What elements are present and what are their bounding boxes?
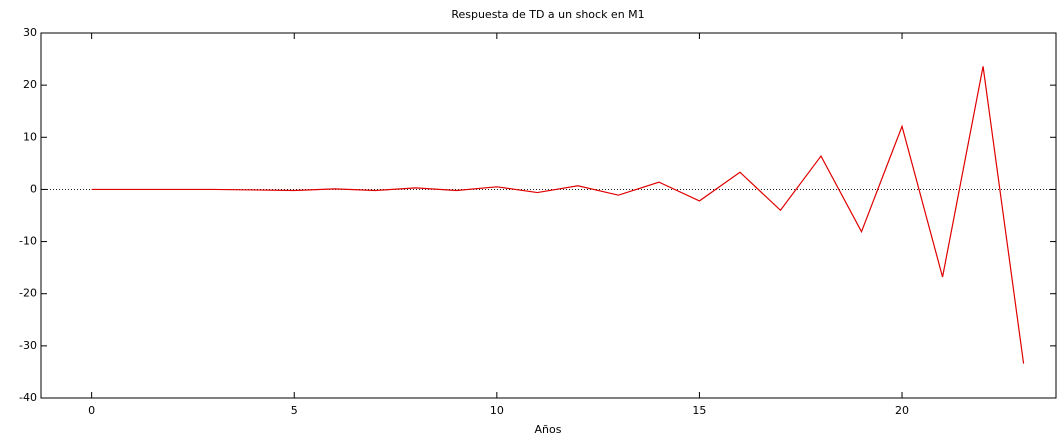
x-tick-label: 20 bbox=[895, 404, 909, 417]
y-tick-label: 30 bbox=[23, 26, 37, 39]
plot-frame bbox=[40, 32, 1057, 399]
y-tick-label: 10 bbox=[23, 130, 37, 143]
chart-title: Respuesta de TD a un shock en M1 bbox=[451, 8, 644, 21]
y-tick-label: -40 bbox=[19, 391, 37, 404]
y-tick-label: -30 bbox=[19, 339, 37, 352]
y-tick-label: 0 bbox=[30, 182, 37, 195]
x-tick-label: 0 bbox=[88, 404, 95, 417]
y-tick-label: -10 bbox=[19, 235, 37, 248]
x-tick-label: 15 bbox=[692, 404, 706, 417]
x-tick-label: 10 bbox=[490, 404, 504, 417]
x-tick-label: 5 bbox=[291, 404, 298, 417]
data-line bbox=[91, 66, 1025, 364]
y-tick-label: -20 bbox=[19, 287, 37, 300]
x-axis-label: Años bbox=[535, 423, 562, 436]
y-tick-label: 20 bbox=[23, 78, 37, 91]
